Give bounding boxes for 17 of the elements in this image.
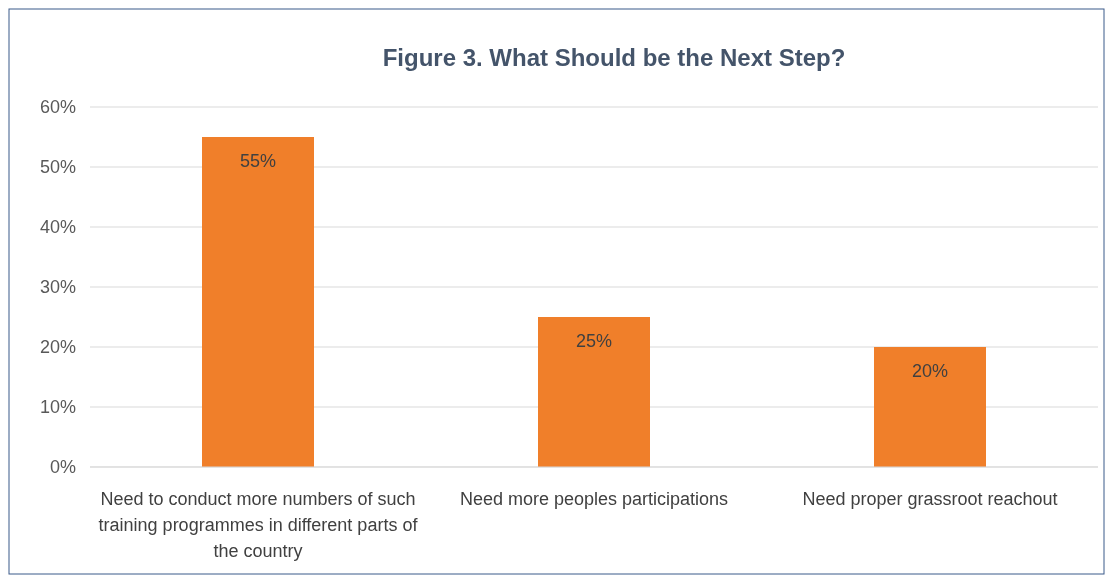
chart-title: Figure 3. What Should be the Next Step?: [382, 44, 846, 71]
y-tick-label: 20%: [39, 337, 76, 358]
y-tick-label: 0%: [49, 457, 76, 478]
y-tick-label: 10%: [39, 397, 76, 418]
data-label: 55%: [239, 151, 277, 171]
x-tick-label: Need to conduct more numbers of such training programmes in different parts of the country: [98, 489, 419, 561]
bar: [874, 347, 986, 467]
y-tick-label: 30%: [39, 277, 76, 298]
y-tick-label: 60%: [39, 97, 76, 118]
x-tick-label: Need proper grassroot reachout: [802, 489, 1058, 509]
y-tick-label: 50%: [39, 157, 76, 178]
bar: [202, 137, 314, 467]
x-tick-label: Need more peoples participations: [459, 489, 729, 509]
data-label: 20%: [911, 361, 949, 381]
bar: [538, 317, 650, 467]
y-tick-label: 40%: [39, 217, 76, 238]
data-label: 25%: [575, 331, 613, 351]
